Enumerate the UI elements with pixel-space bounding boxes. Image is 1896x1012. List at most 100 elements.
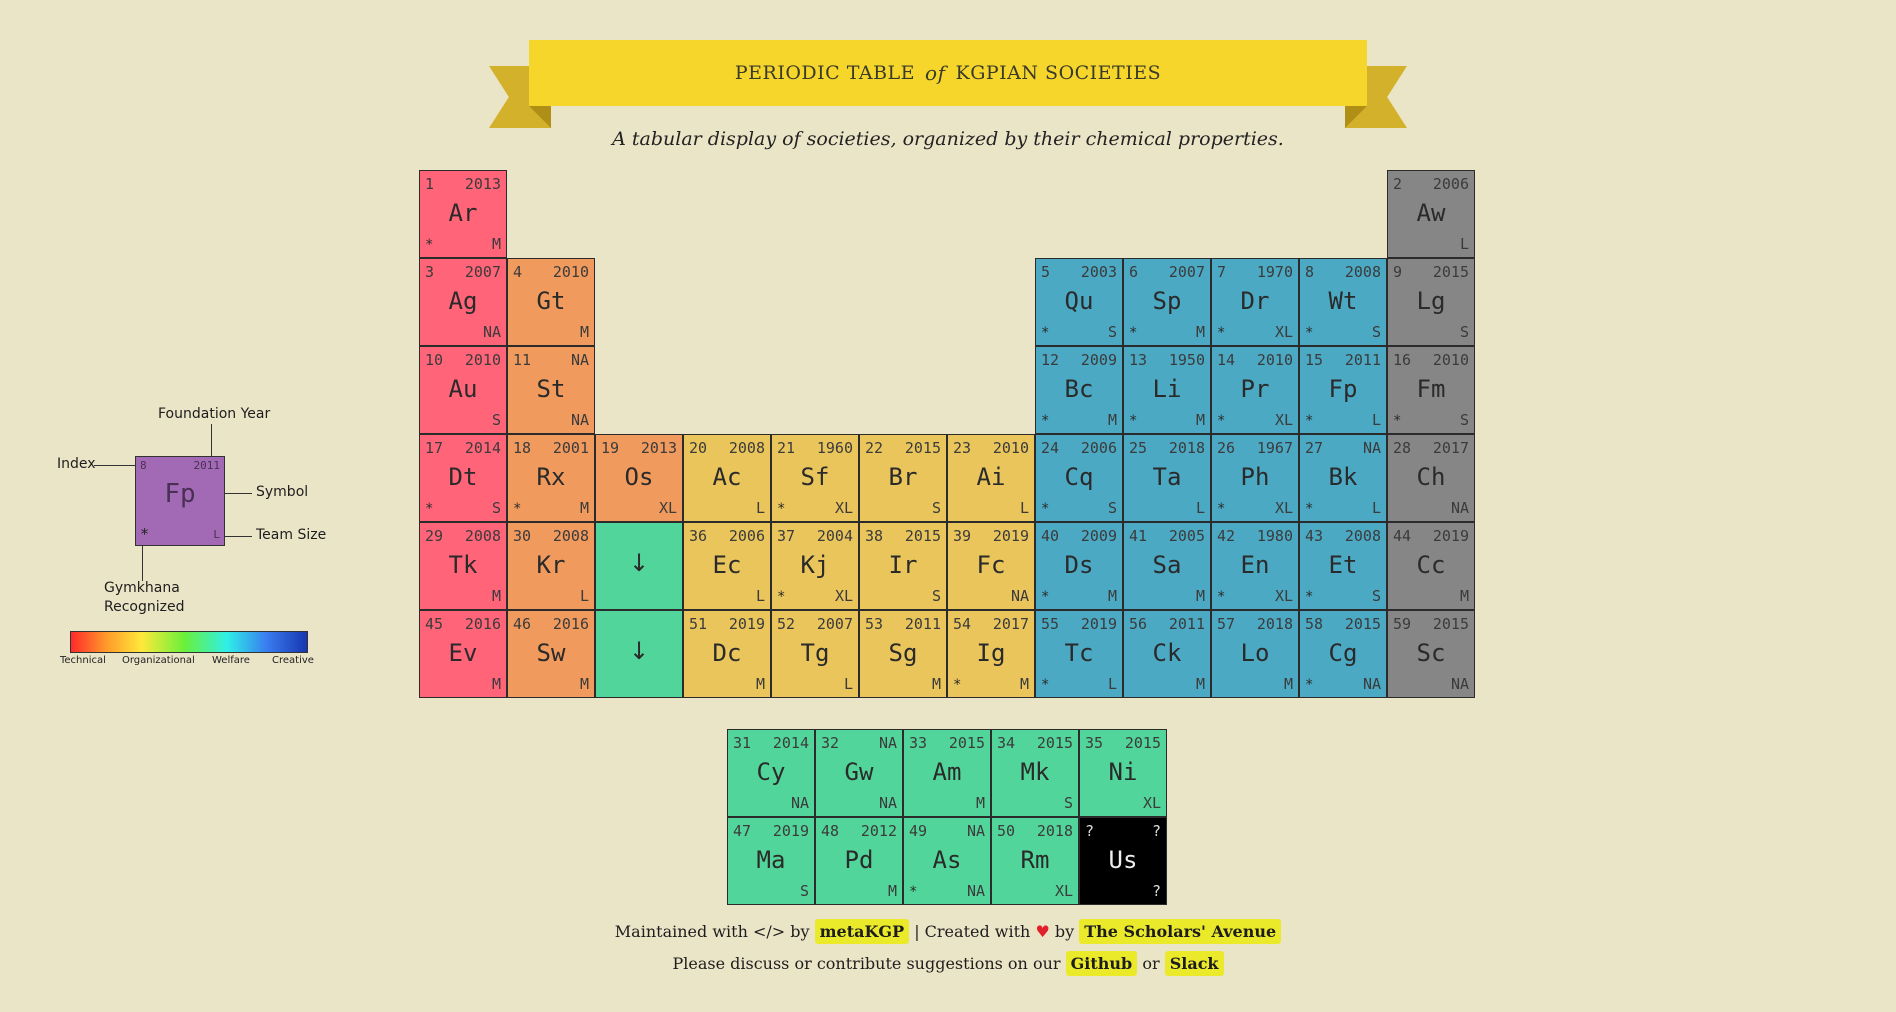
element-cell[interactable]: 24 2006 Cq * S — [1035, 434, 1123, 522]
element-cell[interactable]: 13 1950 Li * M — [1123, 346, 1211, 434]
element-cell[interactable]: 6 2007 Sp * M — [1123, 258, 1211, 346]
element-cell[interactable]: 9 2015 Lg S — [1387, 258, 1475, 346]
element-cell[interactable]: 57 2018 Lo M — [1211, 610, 1299, 698]
element-cell[interactable]: 35 2015 Ni XL — [1079, 729, 1167, 817]
element-cell[interactable]: 28 2017 Ch NA — [1387, 434, 1475, 522]
element-cell[interactable]: 56 2011 Ck M — [1123, 610, 1211, 698]
cell-team-size: M — [1107, 587, 1117, 605]
element-cell[interactable]: 27 NA Bk * L — [1299, 434, 1387, 522]
cell-index: 37 — [777, 527, 796, 545]
slack-link[interactable]: Slack — [1164, 951, 1224, 976]
element-cell[interactable]: 10 2010 Au S — [419, 346, 507, 434]
element-cell[interactable]: 20 2008 Ac L — [683, 434, 771, 522]
element-cell[interactable]: 26 1967 Ph * XL — [1211, 434, 1299, 522]
element-cell[interactable]: 22 2015 Br S — [859, 434, 947, 522]
cell-year: 2014 — [772, 734, 809, 752]
title-post: KGPIAN SOCIETIES — [955, 62, 1162, 84]
element-cell[interactable]: 2 2006 Aw L — [1387, 170, 1475, 258]
cell-team-size: L — [1107, 675, 1117, 693]
scholars-avenue-link[interactable]: The Scholars' Avenue — [1079, 919, 1282, 944]
element-cell[interactable]: 36 2006 Ec L — [683, 522, 771, 610]
cell-team-size: M — [1195, 587, 1205, 605]
element-cell[interactable]: 37 2004 Kj * XL — [771, 522, 859, 610]
element-cell[interactable]: 41 2005 Sa M — [1123, 522, 1211, 610]
element-cell[interactable]: 49 NA As * NA — [903, 817, 991, 905]
element-cell[interactable]: 44 2019 Cc M — [1387, 522, 1475, 610]
heart-icon: ♥ — [1035, 922, 1050, 941]
cell-index: 57 — [1217, 615, 1236, 633]
element-cell[interactable]: 16 2010 Fm * S — [1387, 346, 1475, 434]
cell-year: 2015 — [948, 734, 985, 752]
element-cell[interactable]: 15 2011 Fp * L — [1299, 346, 1387, 434]
cell-team-size: S — [1459, 323, 1469, 341]
footer-by-text: by — [1054, 922, 1075, 941]
element-cell[interactable]: 29 2008 Tk M — [419, 522, 507, 610]
metakgp-link[interactable]: metaKGP — [814, 919, 910, 944]
cell-team-size: XL — [1274, 323, 1293, 341]
element-cell[interactable]: 17 2014 Dt * S — [419, 434, 507, 522]
cell-team-size: M — [1283, 675, 1293, 693]
element-cell[interactable]: 21 1960 Sf * XL — [771, 434, 859, 522]
cell-team-size: XL — [658, 499, 677, 517]
element-cell[interactable]: 38 2015 Ir S — [859, 522, 947, 610]
cell-year: 2013 — [640, 439, 677, 457]
element-cell[interactable]: 5 2003 Qu * S — [1035, 258, 1123, 346]
element-cell[interactable]: 1 2013 Ar * M — [419, 170, 507, 258]
cell-year: 2010 — [552, 263, 589, 281]
element-cell[interactable]: 23 2010 Ai L — [947, 434, 1035, 522]
element-cell[interactable]: 55 2019 Tc * L — [1035, 610, 1123, 698]
element-cell[interactable]: 30 2008 Kr L — [507, 522, 595, 610]
element-cell[interactable]: 18 2001 Rx * M — [507, 434, 595, 522]
element-cell[interactable]: ?? Us? — [1079, 817, 1167, 905]
element-cell[interactable]: 4 2010 Gt M — [507, 258, 595, 346]
element-cell[interactable]: 14 2010 Pr * XL — [1211, 346, 1299, 434]
cell-symbol: As — [932, 846, 962, 874]
cell-team-size: S — [1107, 499, 1117, 517]
cell-year: 2006 — [728, 527, 765, 545]
cell-symbol: Ar — [448, 199, 478, 227]
cell-year: 2006 — [1432, 175, 1469, 193]
element-cell[interactable]: 43 2008 Et * S — [1299, 522, 1387, 610]
element-cell[interactable]: 45 2016 Ev M — [419, 610, 507, 698]
element-cell[interactable]: 3 2007 Ag NA — [419, 258, 507, 346]
cell-index: 15 — [1305, 351, 1324, 369]
element-cell[interactable]: 58 2015 Cg * NA — [1299, 610, 1387, 698]
element-cell[interactable]: 52 2007 Tg L — [771, 610, 859, 698]
element-cell[interactable]: 46 2016 Sw M — [507, 610, 595, 698]
cell-team-size: M — [1019, 675, 1029, 693]
element-cell[interactable]: 7 1970 Dr * XL — [1211, 258, 1299, 346]
element-cell[interactable]: 32 NA Gw NA — [815, 729, 903, 817]
element-cell[interactable]: 47 2019 Ma S — [727, 817, 815, 905]
element-cell[interactable]: 34 2015 Mk S — [991, 729, 1079, 817]
cell-year: 2008 — [1344, 263, 1381, 281]
element-cell[interactable]: 31 2014 Cy NA — [727, 729, 815, 817]
cell-team-size: S — [931, 587, 941, 605]
element-cell[interactable]: 11 NA St NA — [507, 346, 595, 434]
cell-symbol: Fm — [1416, 375, 1446, 403]
cell-year: 2010 — [1432, 351, 1469, 369]
cell-team-size: NA — [482, 323, 501, 341]
placeholder-arrow-cell[interactable]: ↓ — [595, 522, 683, 610]
github-link[interactable]: Github — [1065, 951, 1138, 976]
element-cell[interactable]: 59 2015 Sc NA — [1387, 610, 1475, 698]
element-cell[interactable]: 19 2013 Os XL — [595, 434, 683, 522]
cell-index: 49 — [909, 822, 928, 840]
cell-year: 2005 — [1168, 527, 1205, 545]
element-cell[interactable]: 51 2019 Dc M — [683, 610, 771, 698]
element-cell[interactable]: 39 2019 Fc NA — [947, 522, 1035, 610]
cell-team-size: NA — [1450, 499, 1469, 517]
element-cell[interactable]: 8 2008 Wt * S — [1299, 258, 1387, 346]
cell-year: 2015 — [1432, 615, 1469, 633]
element-cell[interactable]: 12 2009 Bc * M — [1035, 346, 1123, 434]
element-cell[interactable]: 25 2018 Ta L — [1123, 434, 1211, 522]
element-cell[interactable]: 33 2015 Am M — [903, 729, 991, 817]
element-cell[interactable]: 50 2018 Rm XL — [991, 817, 1079, 905]
element-cell[interactable]: 48 2012 Pd M — [815, 817, 903, 905]
cell-index: 39 — [953, 527, 972, 545]
element-cell[interactable]: 42 1980 En * XL — [1211, 522, 1299, 610]
element-cell[interactable]: 54 2017 Ig * M — [947, 610, 1035, 698]
cell-index: 29 — [425, 527, 444, 545]
element-cell[interactable]: 40 2009 Ds * M — [1035, 522, 1123, 610]
element-cell[interactable]: 53 2011 Sg M — [859, 610, 947, 698]
placeholder-arrow-cell[interactable]: ↓ — [595, 610, 683, 698]
